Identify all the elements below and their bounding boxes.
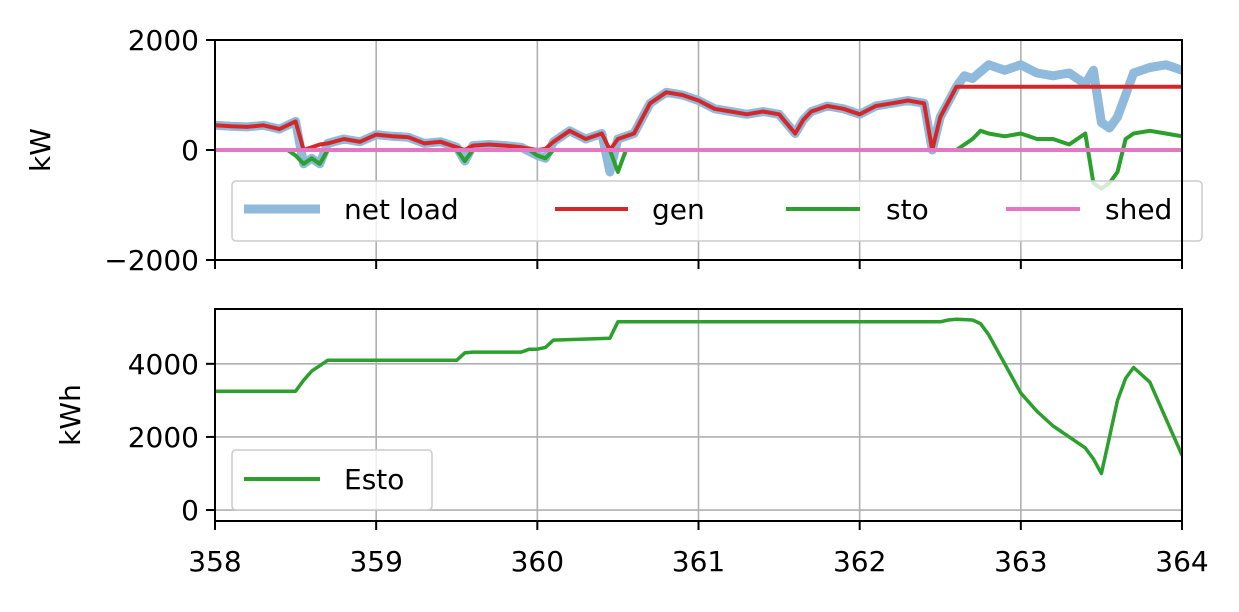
- power-y-tick-label: 2000: [128, 24, 199, 57]
- energy-legend-box: [231, 449, 433, 511]
- series-line-gen: [215, 84, 1182, 152]
- legend-label-shed: shed: [1105, 193, 1172, 226]
- series-line-esto: [215, 317, 1182, 476]
- power-legend-box: [231, 180, 1203, 242]
- power-ticks: −2000 0 2000: [104, 24, 1183, 277]
- energy-y-axis-label: kWh: [54, 384, 87, 446]
- energy-panel: Esto 358 359 360 361 362 363 364 0 2000 4000 kWh: [54, 308, 1209, 578]
- x-tick-label: 359: [349, 545, 402, 578]
- energy-y-tick-label: 2000: [128, 421, 199, 454]
- legend-label-gen: gen: [652, 193, 705, 226]
- power-y-tick-label: −2000: [104, 244, 199, 277]
- energy-legend: Esto: [231, 449, 433, 511]
- power-y-tick-label: 0: [181, 134, 199, 167]
- power-legend: net load gen sto shed: [231, 180, 1203, 242]
- x-tick-label: 358: [188, 545, 241, 578]
- legend-label-sto: sto: [886, 193, 929, 226]
- x-tick-label: 361: [672, 545, 725, 578]
- x-tick-label: 360: [511, 545, 564, 578]
- energy-series: [215, 317, 1182, 476]
- legend-label-net-load: net load: [344, 193, 459, 226]
- power-series: [215, 60, 1182, 191]
- energy-y-tick-label: 0: [181, 494, 199, 527]
- x-tick-label: 364: [1155, 545, 1208, 578]
- energy-y-tick-label: 4000: [128, 348, 199, 381]
- energy-ticks: 358 359 360 361 362 363 364 0 2000 4000: [128, 348, 1209, 578]
- power-y-axis-label: kW: [24, 128, 57, 172]
- power-panel: net load gen sto shed −2000 0 2000 kW: [24, 24, 1203, 277]
- x-tick-label: 363: [994, 545, 1047, 578]
- legend-label-esto: Esto: [344, 463, 404, 496]
- x-tick-label: 362: [833, 545, 886, 578]
